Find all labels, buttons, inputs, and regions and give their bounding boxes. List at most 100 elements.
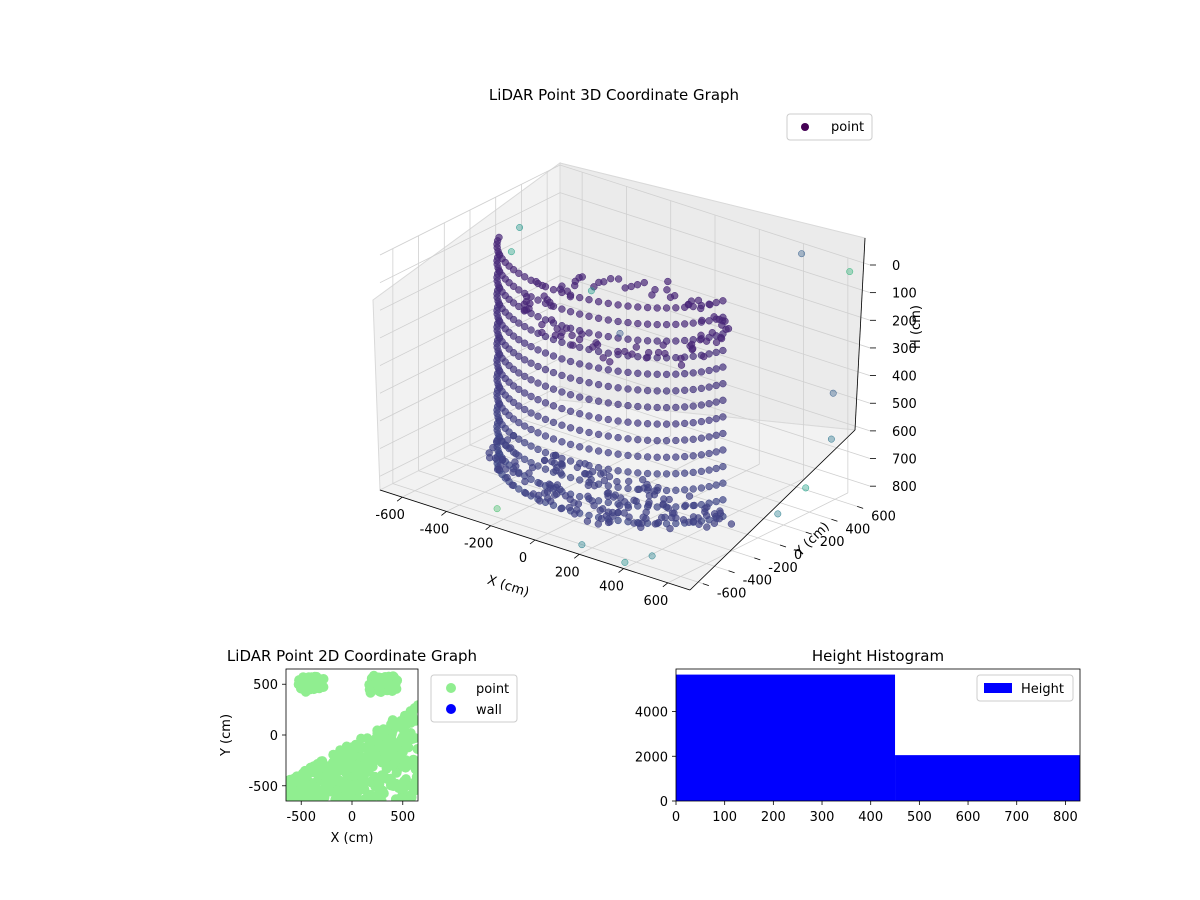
data-point-3d (576, 343, 584, 351)
data-point-3d (689, 452, 697, 460)
y-tick-3d (754, 557, 761, 561)
data-point-3d (689, 419, 697, 427)
data-point-3d (604, 316, 612, 324)
data-point-3d (662, 304, 671, 312)
data-point-3d (522, 489, 530, 497)
grid-line-y (469, 444, 781, 546)
data-point-3d (509, 365, 518, 373)
data-point-3d (681, 370, 689, 378)
x-tick-3d (441, 511, 447, 516)
z-tick-label-3d: 400 (892, 370, 917, 385)
data-point-2d (309, 786, 320, 797)
data-point-3d (498, 456, 507, 464)
data-point-3d (694, 296, 703, 305)
data-point-3d (552, 451, 560, 460)
x-tick-label-3d: 200 (555, 565, 580, 580)
z-tick-label-3d: 600 (892, 425, 917, 440)
data-point-2d (286, 783, 296, 794)
data-point-3d (552, 467, 560, 475)
data-point-3d (705, 366, 713, 375)
data-point-3d (719, 429, 727, 438)
data-point-3d (541, 382, 550, 390)
data-point-3d (534, 313, 542, 321)
data-point-3d (509, 349, 518, 357)
data-point-3d (624, 318, 632, 327)
data-point-2d (379, 740, 390, 751)
data-point-2d (332, 754, 343, 765)
data-point-3d (719, 346, 727, 355)
data-point-3d (634, 303, 642, 311)
data-point-3d (576, 426, 584, 434)
data-point-3d (689, 385, 697, 394)
data-point-3d (689, 352, 697, 360)
x-tick-label-3d: 0 (519, 551, 527, 566)
data-point-3d (614, 334, 622, 342)
data-point-3d (697, 368, 706, 376)
data-point-3d (664, 504, 672, 512)
data-point-3d (672, 453, 680, 461)
y-tick-label-3d: 600 (871, 509, 896, 524)
data-point-3d (590, 501, 598, 510)
data-point-3d (521, 422, 529, 430)
data-point-3d (653, 320, 661, 329)
data-point-3d (624, 503, 633, 512)
data-point-3d (632, 497, 640, 505)
data-point-2d (412, 744, 418, 754)
data-point-3d (672, 514, 680, 522)
grid-line-z (379, 302, 871, 404)
data-point-3d (719, 380, 727, 388)
data-point-3d (645, 492, 654, 500)
data-point-3d (585, 412, 593, 420)
data-point-3d (538, 281, 546, 290)
data-point-3d (541, 365, 550, 374)
data-point-3d (712, 464, 720, 473)
data-point-2d (332, 762, 342, 773)
data-point-2d (372, 728, 383, 739)
data-point-2d (393, 782, 404, 793)
data-point-3d (558, 388, 566, 396)
data-point-3d (515, 269, 523, 277)
data-point-3d (644, 484, 652, 492)
data-point-3d (702, 337, 711, 345)
outlier-point-3d (829, 389, 837, 397)
z-tick-label-3d: 300 (892, 342, 917, 357)
legend-2d-label-wall: wall (476, 703, 502, 718)
data-point-3d (614, 433, 622, 442)
data-point-3d (558, 371, 566, 380)
data-point-2d (387, 760, 398, 771)
data-point-3d (549, 286, 558, 294)
data-point-3d (604, 449, 612, 457)
data-point-3d (540, 456, 549, 465)
data-point-3d (727, 520, 736, 528)
data-point-3d (643, 436, 652, 444)
data-point-2d (359, 742, 370, 753)
data-point-3d (532, 277, 540, 286)
z-tick-label-3d: 700 (892, 453, 917, 468)
data-point-3d (643, 453, 652, 461)
data-point-3d (705, 383, 713, 391)
x-tick-3d (618, 568, 624, 573)
data-point-2d (359, 784, 370, 795)
data-point-3d (521, 405, 529, 414)
data-point-3d (541, 349, 550, 357)
legend-histogram-box (976, 674, 1074, 702)
data-point-3d (697, 451, 706, 459)
data-point-3d (566, 308, 575, 316)
data-point-3d (595, 278, 603, 287)
data-point-2d (299, 769, 310, 779)
data-point-3d (689, 468, 697, 477)
outlier-point-3d (616, 329, 624, 337)
outlier-point-3d (621, 558, 629, 566)
data-point-3d (724, 325, 733, 333)
data-point-3d (576, 293, 584, 302)
data-point-3d (681, 452, 689, 461)
outlier-point-3d (802, 484, 810, 492)
data-point-3d (515, 319, 523, 327)
data-point-3d (705, 416, 713, 424)
outlier-point-3d (846, 268, 854, 276)
data-point-2d (286, 793, 296, 801)
data-point-3d (549, 385, 558, 393)
z-axis-line (854, 237, 866, 431)
data-point-3d (672, 403, 680, 412)
y-tick-label-histogram: 0 (660, 795, 668, 810)
